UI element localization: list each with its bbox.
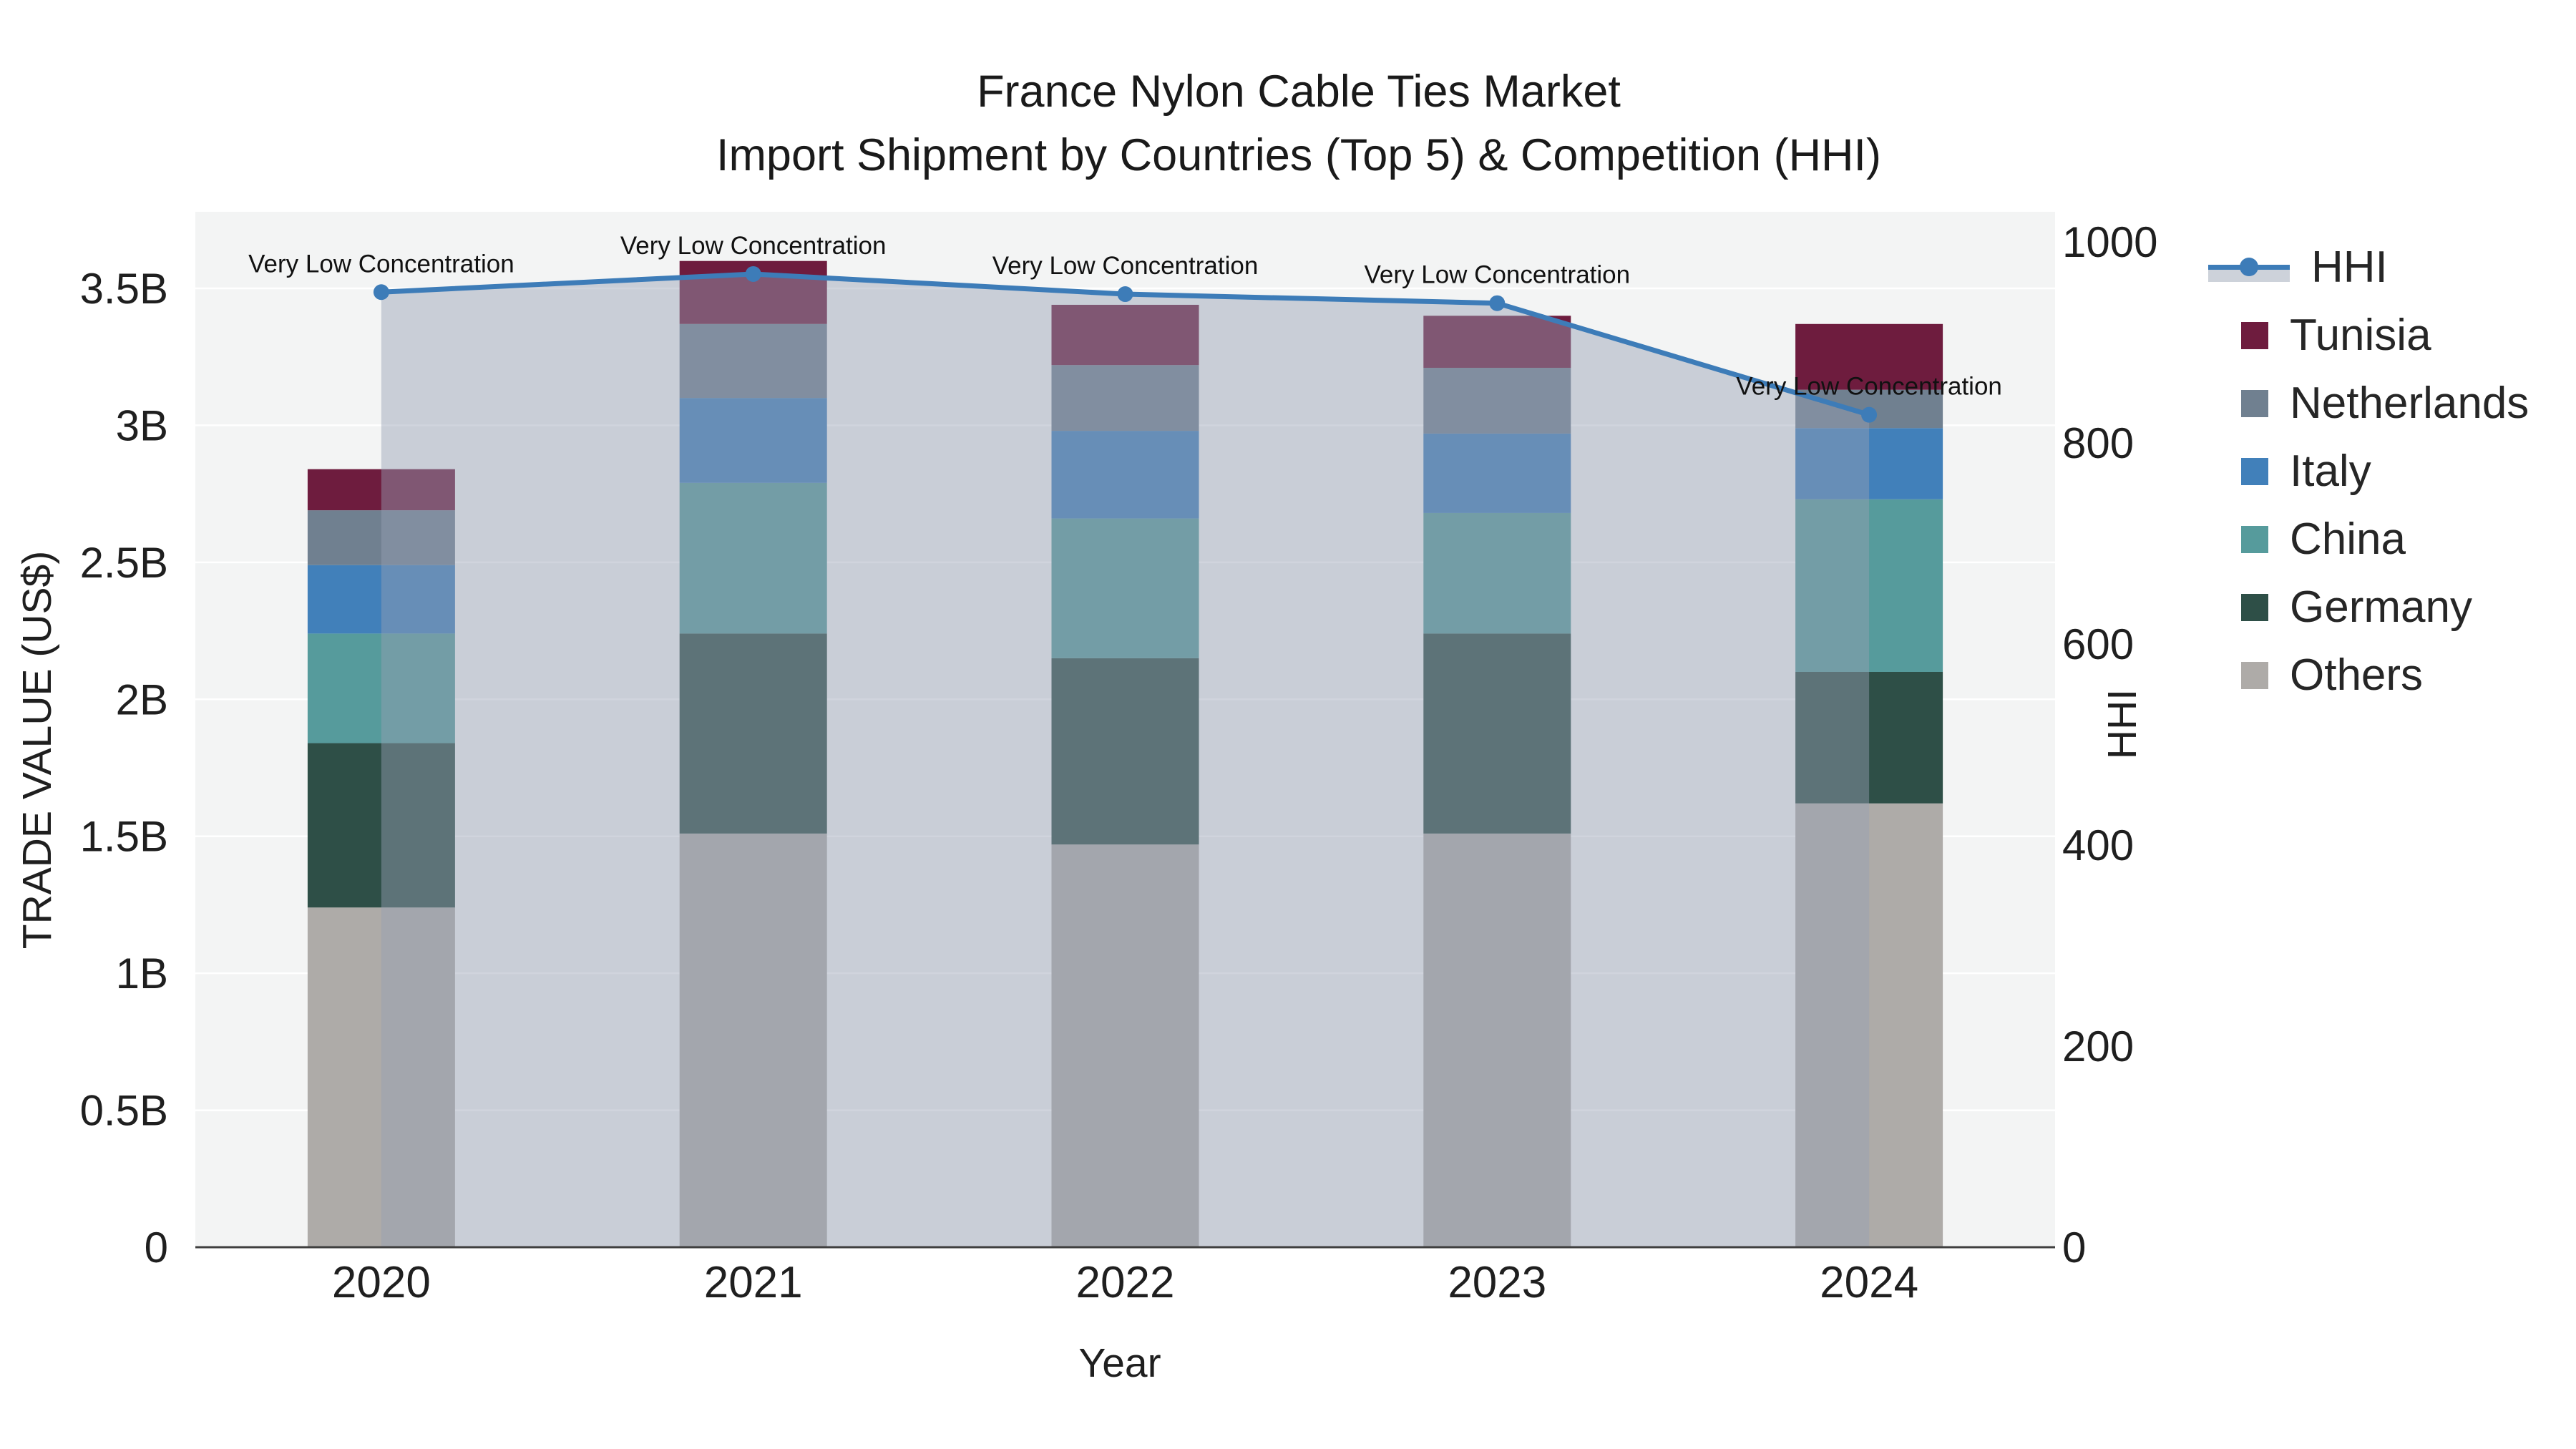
bar-segment-tunisia-2020 [307,469,455,511]
bar-segment-china-2023 [1423,512,1571,634]
y-right-tick-label: 1000 [2062,218,2157,266]
legend-item-netherlands[interactable]: Netherlands [2208,369,2529,437]
bar-segment-tunisia-2022 [1051,304,1199,366]
legend-item-china[interactable]: China [2208,505,2529,573]
legend-label: Others [2290,650,2424,700]
y-axis-right-title: HHI [2099,688,2145,760]
legend: HHI Tunisia Netherlands Italy China Germany Ot… [2208,233,2529,709]
bar-segment-netherlands-2023 [1423,368,1571,434]
legend-item-germany[interactable]: Germany [2208,573,2529,641]
legend-swatch-netherlands [2241,389,2268,417]
hhi-marker-2021 [745,265,761,282]
annotation-2023: Very Low Concentration [1364,261,1630,289]
bar-segment-others-2020 [307,907,455,1247]
y-right-tick-label: 200 [2062,1023,2134,1070]
hhi-marker-2020 [373,284,389,301]
hhi-area-fill [381,273,1870,1248]
legend-item-others[interactable]: Others [2208,641,2529,709]
y-right-tick-label: 800 [2062,419,2134,467]
chart-title-line2: Import Shipment by Countries (Top 5) & C… [716,130,1882,181]
y-right-tick-label: 0 [2062,1224,2086,1272]
bar-segment-tunisia-2023 [1423,316,1571,369]
hhi-marker-2024 [1861,406,1878,423]
bar-segment-italy-2023 [1423,433,1571,513]
hhi-marker-2022 [1117,286,1133,303]
chart-title-line1: France Nylon Cable Ties Market [977,67,1621,117]
bar-segment-others-2023 [1423,833,1571,1247]
legend-label: China [2290,514,2406,564]
legend-swatch-germany [2241,593,2268,621]
bar-segment-germany-2022 [1051,658,1199,845]
bar-segment-china-2020 [307,633,455,743]
annotation-2024: Very Low Concentration [1736,373,2002,401]
legend-swatch-others [2241,661,2268,689]
bar-segment-italy-2024 [1795,428,1943,499]
legend-swatch-china [2241,525,2268,553]
y-right-tick-label: 600 [2062,620,2134,668]
bar-segment-netherlands-2022 [1051,365,1199,431]
y-left-tick-label: 0 [145,1224,168,1272]
legend-label: Netherlands [2290,379,2529,428]
y-left-tick-label: 3B [116,401,168,449]
bar-segment-italy-2022 [1051,431,1199,519]
bar-segment-china-2021 [679,482,827,634]
bar-segment-italy-2021 [679,398,827,483]
bar-segment-italy-2020 [307,565,455,634]
legend-label: HHI [2311,243,2388,292]
bar-segment-china-2024 [1795,499,1943,672]
x-tick-label-2021: 2021 [704,1258,803,1307]
hhi-line-legend-icon [2208,253,2290,282]
annotation-2021: Very Low Concentration [620,232,887,260]
bar-segment-tunisia-2024 [1795,323,1943,390]
y-right-tick-label: 400 [2062,821,2134,869]
y-axis-left-title: TRADE VALUE (US$) [14,550,60,950]
y-left-tick-label: 1B [116,950,168,997]
legend-label: Germany [2290,582,2472,632]
hhi-legend-dot [2240,257,2258,276]
x-tick-label-2020: 2020 [332,1258,431,1307]
bar-segment-germany-2024 [1795,672,1943,804]
x-tick-label-2024: 2024 [1820,1258,1918,1307]
bar-segment-others-2021 [679,833,827,1247]
legend-label: Italy [2290,447,2371,496]
y-left-tick-label: 2B [116,675,168,723]
chart-title: France Nylon Cable Ties Market Import Sh… [716,60,1881,188]
y-left-tick-label: 1.5B [80,813,168,861]
bar-segment-china-2022 [1051,518,1199,658]
bar-segment-germany-2021 [679,633,827,834]
legend-item-italy[interactable]: Italy [2208,437,2529,505]
x-axis-title: Year [1078,1340,1161,1386]
bar-segment-germany-2023 [1423,633,1571,834]
y-left-tick-label: 2.5B [80,539,168,587]
legend-item-hhi[interactable]: HHI [2208,233,2529,301]
x-tick-label-2022: 2022 [1076,1258,1175,1307]
bar-segment-netherlands-2020 [307,510,455,565]
hhi-marker-2023 [1489,295,1506,311]
bar-segment-others-2022 [1051,844,1199,1247]
legend-item-tunisia[interactable]: Tunisia [2208,301,2529,369]
legend-label: Tunisia [2290,311,2431,360]
bar-segment-germany-2020 [307,743,455,908]
annotation-2020: Very Low Concentration [248,250,514,278]
legend-swatch-italy [2241,457,2268,485]
y-left-tick-label: 3.5B [80,265,168,313]
bar-segment-others-2024 [1795,803,1943,1247]
y-left-tick-label: 0.5B [80,1087,168,1135]
annotation-2022: Very Low Concentration [992,252,1259,280]
x-tick-label-2023: 2023 [1448,1258,1546,1307]
bar-segment-netherlands-2021 [679,323,827,399]
legend-swatch-tunisia [2241,321,2268,349]
